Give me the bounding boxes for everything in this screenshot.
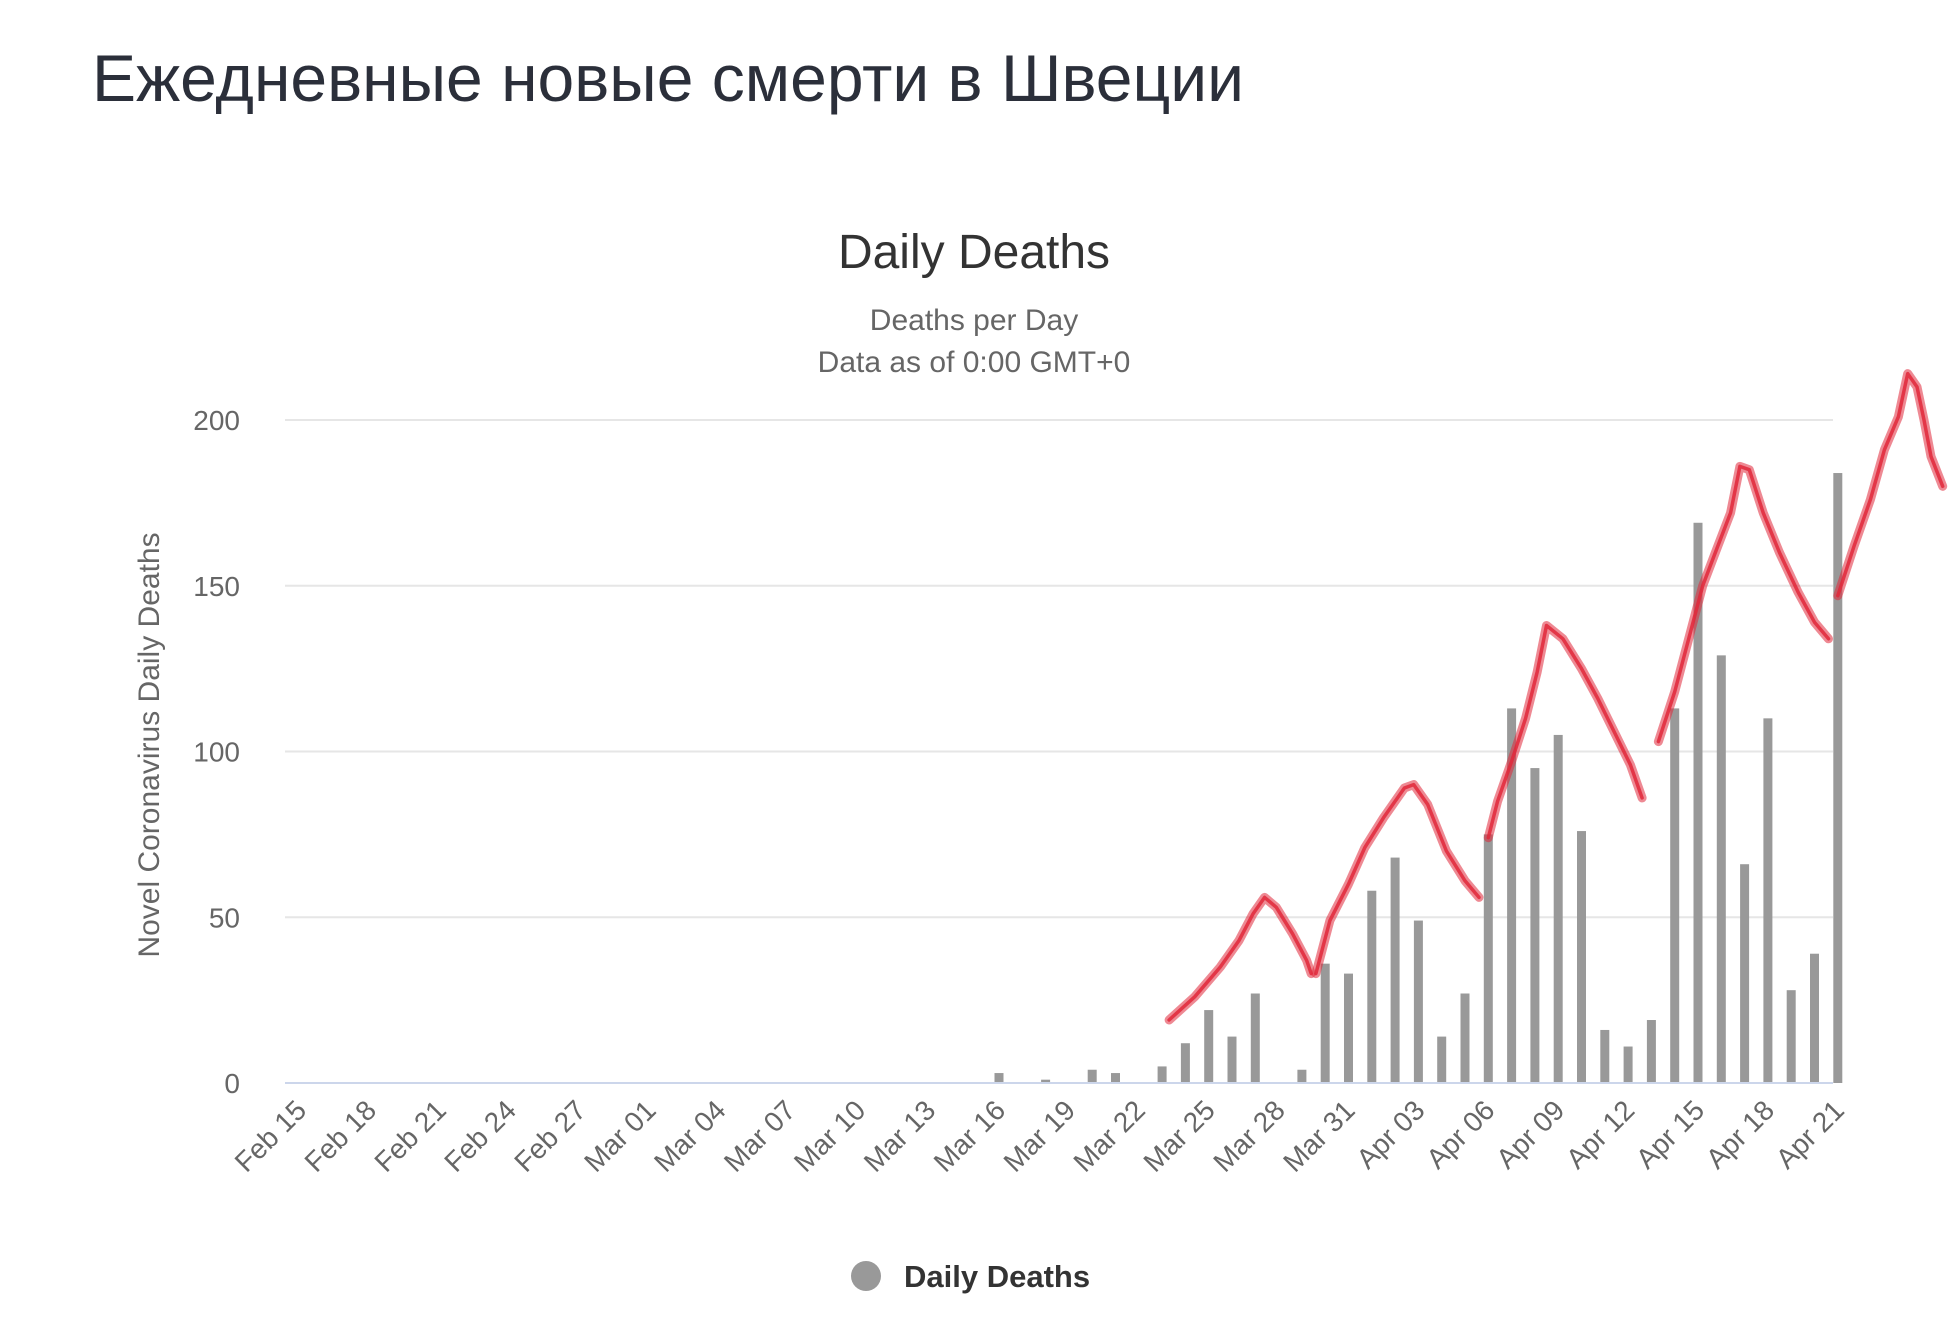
bar[interactable]: Apr 20: 39 [1810,953,1819,1083]
x-tick-label: Apr 12 [1560,1094,1640,1174]
legend-label: Daily Deaths [904,1259,1090,1294]
x-tick-label: Feb 27 [508,1094,592,1178]
x-tick-label: Mar 04 [648,1094,732,1178]
annotation-stroke-halo [1833,369,1948,601]
bar[interactable]: Apr 18: 110 [1763,718,1773,1083]
y-tick-label: 200 [193,405,240,436]
x-tick-label: Mar 31 [1277,1094,1361,1178]
bar[interactable]: Apr 13: 19 [1646,1020,1656,1083]
bar[interactable]: Mar 20: 4 [1087,1069,1097,1083]
bar[interactable]: Mar 31: 33 [1344,973,1353,1083]
x-tick-label: Mar 16 [928,1094,1012,1178]
bar[interactable]: Apr 01: 58 [1367,890,1377,1083]
bar[interactable]: Apr 15: 169 [1693,522,1703,1083]
x-tick-label: Apr 15 [1630,1094,1710,1174]
bar[interactable]: Apr 10: 76 [1577,831,1586,1083]
x-tick-label: Apr 06 [1420,1094,1500,1174]
y-tick-label: 0 [224,1068,240,1099]
annotation-stroke [1314,782,1481,976]
x-tick-label: Mar 10 [788,1094,872,1178]
x-tick-label: Apr 09 [1490,1094,1570,1174]
bar[interactable]: Apr 06: 75 [1483,834,1493,1083]
x-tick-label: Apr 03 [1350,1094,1430,1174]
bar[interactable]: Apr 16: 129 [1716,655,1726,1083]
bar[interactable]: Apr 07: 113 [1507,708,1517,1083]
x-tick-label: Apr 21 [1770,1094,1850,1174]
annotation-stroke [1656,464,1831,744]
x-tick-label: Mar 01 [578,1094,662,1178]
bar[interactable]: Mar 21: 3 [1111,1073,1120,1083]
x-tick-label: Mar 22 [1067,1094,1151,1178]
legend-marker [851,1261,881,1291]
bar[interactable]: Mar 16: 3 [994,1073,1004,1083]
bar[interactable]: Apr 17: 66 [1740,864,1750,1083]
bar[interactable]: Mar 30: 36 [1320,963,1330,1083]
x-tick-label: Mar 19 [998,1094,1082,1178]
x-tick-label: Apr 18 [1700,1094,1780,1174]
y-tick-label: 150 [193,571,240,602]
chart-subtitle-line-2: Data as of 0:00 GMT+0 [818,346,1131,379]
bar[interactable]: Apr 09: 105 [1553,734,1563,1083]
bar[interactable]: Apr 12: 11 [1623,1046,1633,1083]
bar[interactable]: Apr 19: 28 [1786,990,1796,1083]
x-tick-label: Feb 18 [299,1094,383,1178]
bar[interactable]: Mar 18: 1 [1041,1079,1051,1083]
x-tick-label: Mar 25 [1137,1094,1221,1178]
bar[interactable]: Apr 08: 95 [1530,768,1540,1083]
bar[interactable]: Mar 26: 14 [1227,1036,1237,1083]
annotation-stroke [1836,371,1945,598]
bar[interactable]: Mar 25: 22 [1204,1010,1214,1083]
chart-subtitle-line-1: Deaths per Day [870,304,1078,337]
bar[interactable]: Apr 02: 68 [1390,857,1400,1083]
bar[interactable]: Mar 27: 27 [1250,993,1260,1083]
y-tick-labels: 0 50 100 150 200 [193,405,240,1099]
bar[interactable]: Apr 21: 184 [1833,473,1843,1083]
x-tick-label: Feb 15 [229,1094,313,1178]
gridlines [285,419,1833,919]
chart-title: Daily Deaths [838,226,1110,279]
x-tick-label: Mar 07 [718,1094,802,1178]
y-tick-label: 50 [209,902,240,933]
x-tick-label: Mar 13 [858,1094,942,1178]
x-tick-label: Feb 24 [438,1094,522,1178]
bar[interactable]: Apr 04: 14 [1437,1036,1447,1083]
legend[interactable]: Daily Deaths [851,1259,1090,1294]
annotation-strokes [1164,369,1948,1025]
annotation-stroke [1486,623,1644,840]
annotation-stroke [1167,895,1313,1022]
bar[interactable]: Mar 23: 5 [1157,1066,1167,1083]
page-heading: Ежедневные новые смерти в Швеции [92,41,1245,115]
y-axis-title: Novel Coronavirus Daily Deaths [133,532,166,957]
y-tick-label: 100 [193,737,240,768]
bar[interactable]: Apr 03: 49 [1413,920,1423,1083]
bar[interactable]: Mar 29: 4 [1297,1069,1307,1083]
x-tick-label: Mar 28 [1207,1094,1291,1178]
bar[interactable]: Apr 14: 113 [1670,708,1680,1083]
x-tick-label: Feb 21 [368,1094,452,1178]
bar[interactable]: Apr 05: 27 [1460,993,1470,1083]
bars: Mar 16: 3 Mar 18: 1 Mar 20: 4 Mar 21: 3 Mar … [994,473,1843,1083]
bar[interactable]: Mar 24: 12 [1180,1043,1190,1083]
bar[interactable]: Apr 11: 16 [1600,1029,1610,1083]
